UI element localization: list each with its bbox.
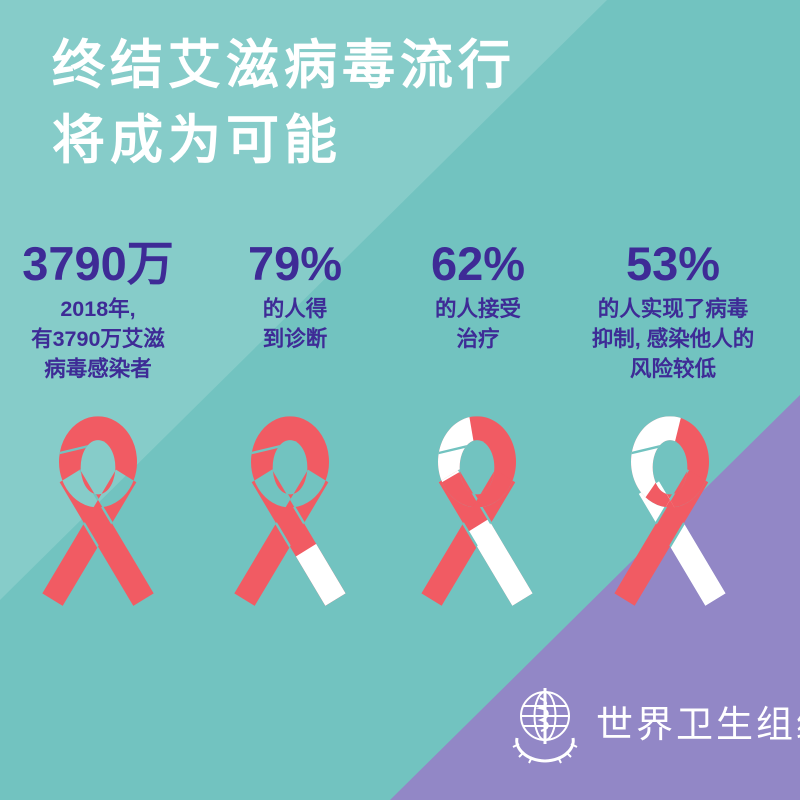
caption-line: 抑制, 感染他人的 [591,327,755,351]
stat-diagnosed: 79% 的人得 到诊断 [205,238,385,354]
stat-caption: 的人实现了病毒 抑制, 感染他人的 风险较低 [563,294,783,384]
caption-line: 的人得 [262,297,328,321]
stat-value: 62% [430,237,526,290]
title-line-2: 将成为可能 [52,111,342,170]
stat-treated: 62% 的人接受 治疗 [388,238,568,354]
stat-value: 79% [247,237,343,290]
stat-infected: 3790万 2018年, 有3790万艾滋 病毒感染者 [8,238,188,384]
page-title: 终结艾滋病毒流行 将成为可能 [52,28,672,178]
aids-ribbon-icon-53 [605,413,735,617]
stat-caption: 2018年, 有3790万艾滋 病毒感染者 [8,294,188,384]
caption-line: 有3790万艾滋 [31,327,165,351]
caption-line: 的人接受 [434,297,521,321]
caption-line: 2018年, [60,297,136,321]
title-line-1: 终结艾滋病毒流行 [52,36,516,95]
aids-ribbon-icon-100 [33,413,163,617]
stat-suppressed: 53% 的人实现了病毒 抑制, 感染他人的 风险较低 [563,238,783,384]
org-name: 世界卫生组织 [596,704,800,745]
stat-value: 3790万 [22,237,174,290]
stat-caption: 的人接受 治疗 [388,294,568,354]
stat-caption: 的人得 到诊断 [205,294,385,354]
stat-value: 53% [625,237,721,290]
aids-ribbon-icon-62 [412,413,542,617]
light-teal-triangle [0,0,607,600]
caption-line: 的人实现了病毒 [597,297,749,321]
who-emblem-icon [512,688,578,764]
caption-line: 病毒感染者 [44,357,152,381]
aids-ribbon-icon-79 [225,413,355,617]
caption-line: 风险较低 [629,357,716,381]
who-logo: 世界卫生组织 [510,686,800,764]
caption-line: 到诊断 [262,327,328,351]
caption-line: 治疗 [456,327,500,351]
